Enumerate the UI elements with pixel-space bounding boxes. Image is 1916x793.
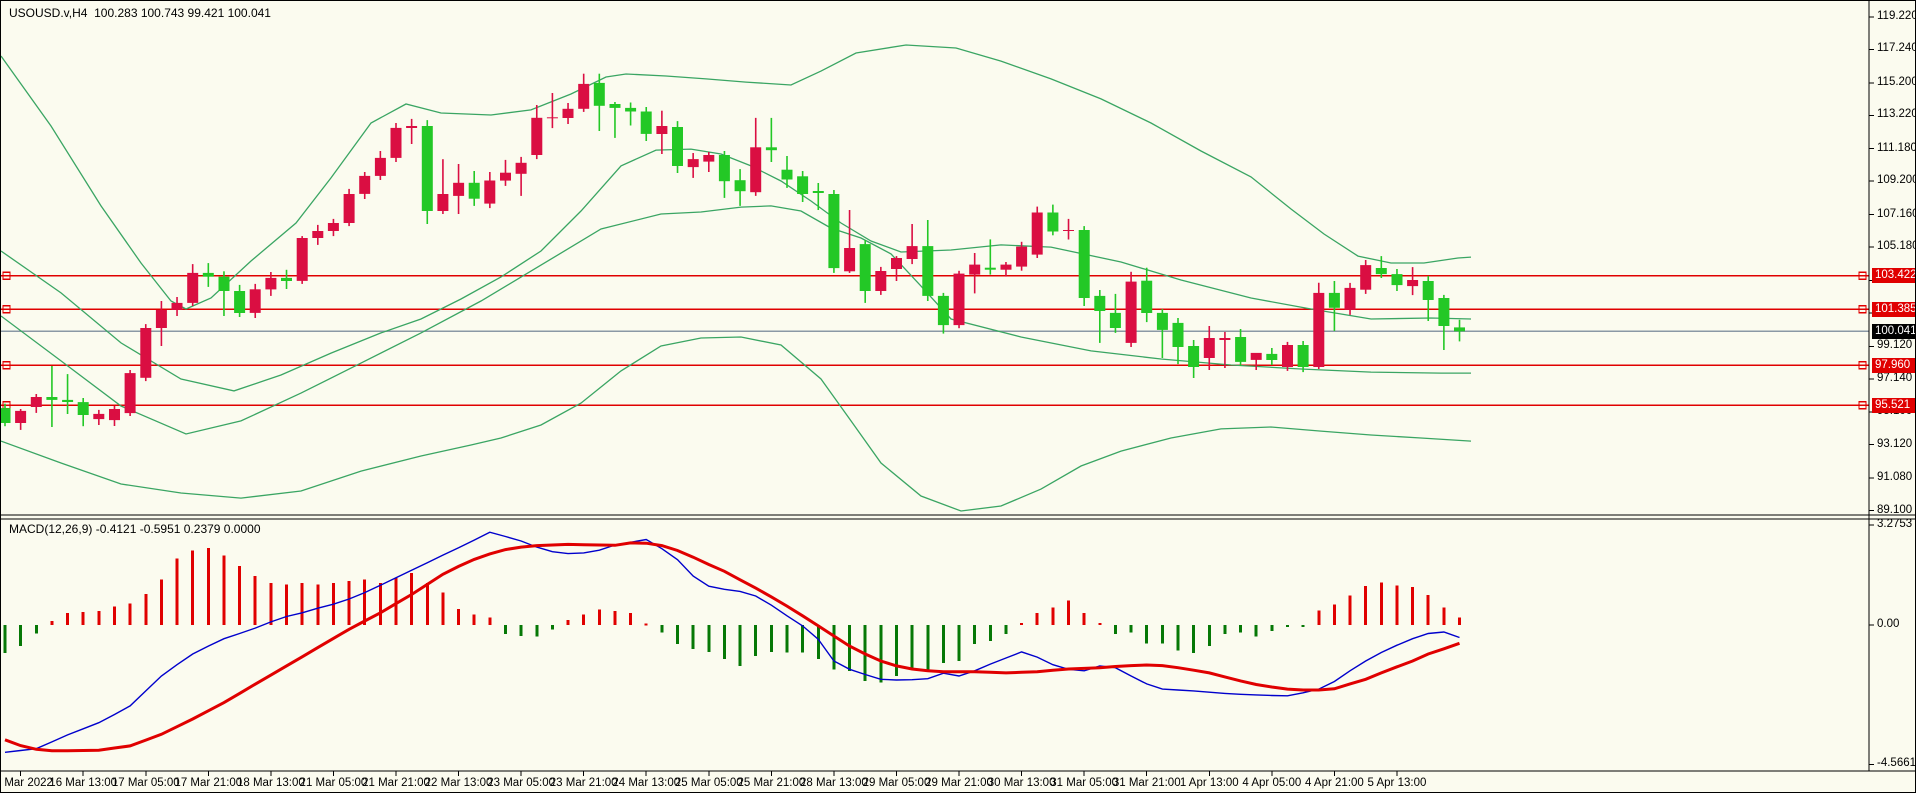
time-tick-label: 15 Mar 2022 [1,777,53,789]
time-tick-label: 18 Mar 13:00 [236,777,305,789]
time-tick-label: 24 Mar 13:00 [612,777,681,789]
time-tick-label: 21 Mar 21:00 [362,777,430,789]
macd-tick-label: 0.00 [1877,618,1900,630]
price-tick-label: 111.180 [1877,141,1916,154]
price-tick-label: 99.120 [1877,339,1913,352]
price-level-badge: 101.385 [1872,301,1915,317]
macd-indicator-label: MACD(12,26,9) -0.4121 -0.5951 0.2379 0.0… [9,522,261,536]
axis-ticks [20,16,1874,776]
candles [1,73,1465,430]
time-tick-label: 4 Apr 21:00 [1304,777,1364,789]
price-tick-label: 117.240 [1877,42,1916,55]
time-tick-label: 23 Mar 05:00 [487,777,555,789]
time-tick-label: 31 Mar 05:00 [1050,777,1119,789]
time-tick-label: 28 Mar 13:00 [800,777,868,789]
time-tick-label: 1 Apr 13:00 [1179,777,1239,789]
price-tick-label: 115.200 [1877,75,1916,88]
time-tick-label: 4 Apr 05:00 [1242,777,1302,789]
price-tick-label: 89.100 [1877,503,1913,516]
price-tick-label: 113.220 [1877,108,1916,121]
time-tick-label: 25 Mar 21:00 [737,777,806,789]
price-level-badge: 97.960 [1872,357,1915,373]
price-tick-label: 107.160 [1877,207,1916,220]
price-tick-label: 109.200 [1877,174,1916,187]
chart-symbol-ohlc-title: USOUSD.v,H4 100.283 100.743 99.421 100.0… [9,6,271,20]
time-tick-label: 16 Mar 13:00 [49,777,118,789]
macd-tick-label: -4.5661 [1877,757,1916,770]
price-tick-label: 97.140 [1877,371,1913,384]
price-tick-label: 105.180 [1877,240,1916,253]
time-tick-label: 17 Mar 05:00 [111,777,180,789]
time-tick-label: 22 Mar 13:00 [424,777,493,789]
time-tick-label: 21 Mar 05:00 [299,777,368,789]
time-tick-label: 25 Mar 05:00 [674,777,743,789]
time-tick-label: 31 Mar 21:00 [1112,777,1181,789]
price-tick-label: 91.080 [1877,471,1913,484]
price-level-badge: 95.521 [1872,397,1915,413]
horizontal-price-lines [1,271,1869,410]
time-tick-label: 29 Mar 21:00 [925,777,993,789]
price-tick-label: 119.220 [1877,10,1916,22]
time-tick-label: 17 Mar 21:00 [174,777,243,789]
macd-signal-line [4,541,1460,753]
current-price-badge: 100.041 [1872,323,1915,339]
time-tick-label: 30 Mar 13:00 [987,777,1056,789]
price-tick-label: 93.120 [1877,437,1913,450]
price-level-badge: 103.422 [1872,268,1915,284]
macd-tick-label: 3.2753 [1877,518,1913,530]
macd-histogram [3,547,1461,683]
time-tick-label: 23 Mar 21:00 [549,777,618,789]
time-tick-label: 29 Mar 05:00 [862,777,931,789]
time-tick-label: 5 Apr 13:00 [1367,777,1427,789]
macd-line [4,531,1460,753]
